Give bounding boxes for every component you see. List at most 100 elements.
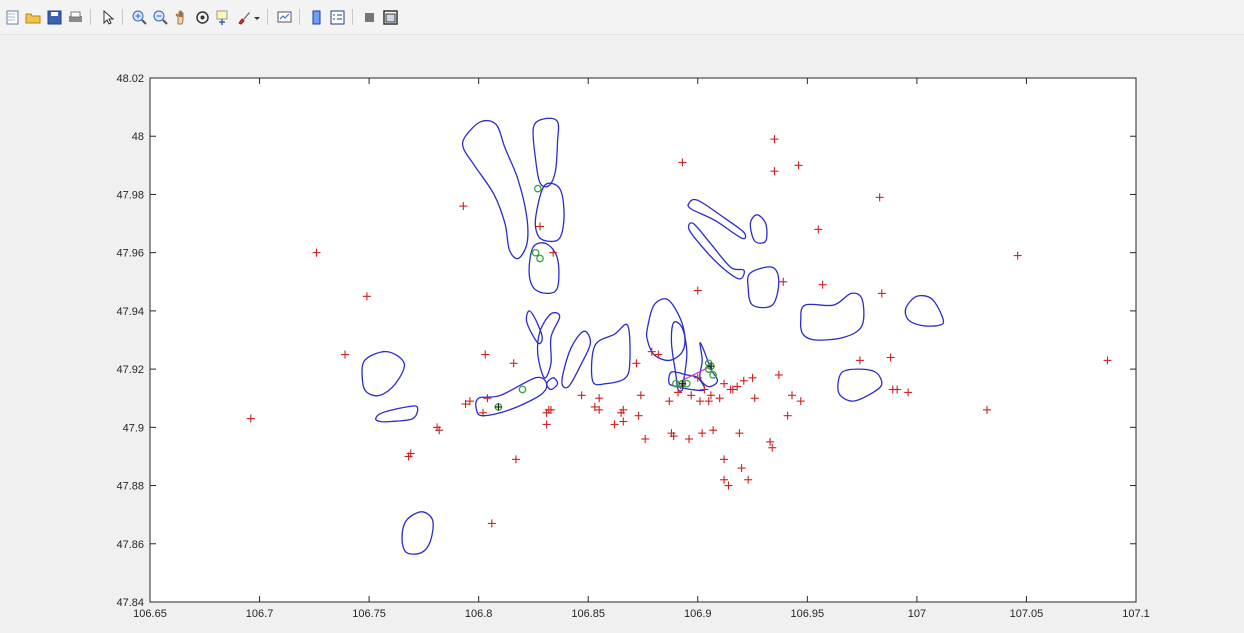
red-plus-marker [893,385,902,394]
red-plus-marker [610,420,619,429]
red-plus-marker [461,400,470,409]
red-plus-marker [774,370,783,379]
toolbar-separator [299,9,300,25]
open-file-icon [25,13,41,23]
red-plus-marker [687,391,696,400]
brush-button[interactable] [236,9,253,26]
red-plus-marker [787,391,796,400]
y-tick-label: 47.86 [116,539,144,551]
scatter-plot[interactable]: 106.65 106.7 106.75 106.8 106.85 106.9 106.95 1… [0,35,1244,628]
y-tick-label: 47.9 [123,422,144,434]
y-tick-label: 47.98 [116,189,144,201]
red-plus-marker [709,426,718,435]
data-cursor-button[interactable] [215,9,232,26]
contour-outline [799,292,865,341]
red-plus-marker [766,437,775,446]
show-plot-tools-button[interactable] [382,9,399,26]
red-plus-marker [595,394,604,403]
x-tick-label: 106.85 [571,608,605,620]
red-plus-marker [698,429,707,438]
contour-outline [532,117,560,188]
red-plus-marker [636,391,645,400]
zoom-in-button[interactable] [131,9,148,26]
x-tick-label: 106.65 [133,608,167,620]
red-plus-marker [669,432,678,441]
data-cursor-icon [216,10,228,25]
link-plot-button[interactable] [276,9,293,26]
red-plus-marker [312,248,321,257]
red-plus-marker [632,359,641,368]
red-plus-marker [748,373,757,382]
insert-legend-button[interactable] [329,9,346,26]
link-plot-icon [277,11,292,22]
red-plus-marker [720,475,729,484]
red-plus-marker [435,426,444,435]
pan-hand-button[interactable] [173,9,190,26]
red-plus-marker [770,135,779,144]
save-figure-icon [47,10,62,24]
red-plus-marker [549,248,558,257]
red-plus-marker [536,222,545,231]
dark-plus-marker [494,403,502,411]
red-plus-marker [768,443,777,452]
zoom-out-button[interactable] [152,9,169,26]
dark-markers-layer [494,362,715,411]
red-plus-marker [674,388,683,397]
red-plus-marker [634,411,643,420]
contour-outline [545,377,559,391]
edit-plot-arrow-icon [103,9,115,25]
red-plus-marker [904,388,913,397]
red-plus-marker [509,359,518,368]
contour-outline [361,350,406,397]
red-plus-marker [744,475,753,484]
x-tick-label: 107 [908,608,926,620]
rotate-3d-button[interactable] [194,9,211,26]
brush-dropdown-button[interactable] [253,9,261,26]
red-plus-marker [619,405,628,414]
toolbar-separator [122,9,123,25]
red-plus-marker [796,397,805,406]
print-figure-icon [69,11,82,22]
print-figure-button[interactable] [67,9,84,26]
red-plus-marker [481,350,490,359]
red-plus-marker [665,397,674,406]
save-figure-button[interactable] [46,9,63,26]
edit-plot-arrow-button[interactable] [99,9,116,26]
red-plus-marker [693,373,702,382]
contour-outline [461,119,529,260]
red-plus-marker [654,350,663,359]
contour-outline [561,330,592,389]
insert-colorbar-button[interactable] [308,9,325,26]
red-plus-marker [590,402,599,411]
y-tick-label: 47.88 [116,481,144,493]
contour-outline [749,214,768,244]
contour-outline [699,342,719,388]
contour-outline [746,266,780,309]
axes-background [149,77,1137,603]
red-plus-marker [720,455,729,464]
open-file-button[interactable] [25,9,42,26]
red-markers-layer [246,135,1112,528]
x-tick-label: 106.75 [352,608,386,620]
insert-colorbar-icon [312,10,321,24]
hide-plot-tools-button[interactable] [361,9,378,26]
red-plus-marker [246,414,255,423]
contour-outline [687,222,745,280]
red-plus-marker [728,385,737,394]
red-plus-marker [483,394,492,403]
new-figure-button[interactable] [4,9,21,26]
contour-outline [668,371,706,392]
red-plus-marker [341,350,350,359]
red-plus-marker [619,417,628,426]
red-plus-marker [814,225,823,234]
pan-hand-icon [175,10,184,24]
contour-outline [645,298,686,362]
red-plus-marker [737,464,746,473]
red-plus-marker [542,420,551,429]
red-plus-marker [647,347,656,356]
red-plus-marker [739,376,748,385]
dark-plus-marker [678,380,686,388]
contour-outline [904,294,945,327]
red-plus-marker [720,379,729,388]
axis-ticks: 106.65 106.7 106.75 106.8 106.85 106.9 106.95 1… [116,73,1149,620]
